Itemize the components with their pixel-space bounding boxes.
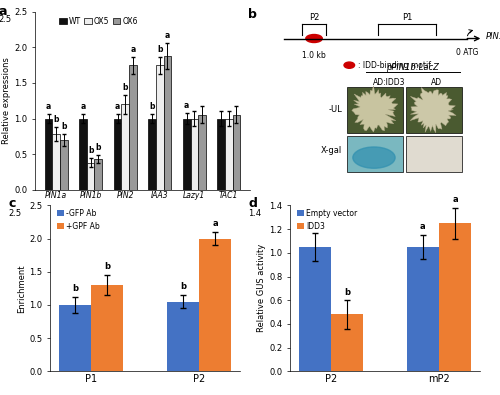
Bar [156,65,164,190]
Text: a: a [184,101,190,110]
Text: b: b [104,262,110,271]
Text: b: b [96,143,101,152]
Text: b: b [54,115,59,124]
Y-axis label: Relative GUS activity: Relative GUS activity [258,244,266,333]
Text: c: c [8,197,16,210]
FancyBboxPatch shape [406,87,462,133]
Bar [225,118,232,190]
Bar [232,115,240,190]
Text: a: a [420,222,426,231]
Text: AD: AD [430,77,442,87]
Text: b: b [150,102,155,111]
Text: a: a [164,31,170,40]
Text: a: a [130,45,136,54]
Legend: WT, OX5, OX6: WT, OX5, OX6 [56,14,141,29]
Text: pPIN1b:LacZ: pPIN1b:LacZ [386,63,439,72]
Bar [218,118,225,190]
Text: b: b [72,284,78,293]
Text: b: b [344,288,350,297]
Bar [166,302,199,371]
Bar [52,134,60,190]
Text: a: a [80,102,86,111]
Text: b: b [61,122,66,131]
Bar [60,140,68,190]
Text: AD:IDD3: AD:IDD3 [373,77,406,87]
Bar [190,118,198,190]
Text: d: d [248,197,257,210]
Text: 1.4: 1.4 [248,209,262,218]
Text: 1.0 kb: 1.0 kb [302,51,326,60]
Bar [94,159,102,190]
Legend: Empty vector, IDD3: Empty vector, IDD3 [294,206,360,234]
Bar [58,305,91,371]
Text: P1: P1 [402,13,412,22]
Text: P2: P2 [309,13,319,22]
Text: a: a [452,195,458,204]
Ellipse shape [353,147,395,168]
Bar [199,239,232,371]
Text: 0 ATG: 0 ATG [456,48,478,57]
Bar [45,118,52,190]
Bar [331,314,364,371]
Bar [183,118,190,190]
Text: a: a [46,102,51,111]
Text: b: b [180,282,186,291]
Bar [80,118,87,190]
Text: a: a [0,5,7,18]
Text: 2.5: 2.5 [8,209,22,218]
Text: b: b [157,45,162,54]
Bar [87,163,94,190]
Bar [91,285,124,371]
Text: -UL: -UL [328,105,342,114]
Ellipse shape [306,34,322,43]
Bar [114,118,122,190]
FancyBboxPatch shape [347,136,404,172]
Text: b: b [122,83,128,92]
Y-axis label: Enrichment: Enrichment [18,264,26,312]
Text: X-gal: X-gal [321,146,342,155]
Bar [198,115,205,190]
Bar [298,247,331,371]
Bar [406,247,439,371]
Text: a: a [115,102,120,111]
Text: b: b [88,147,94,156]
FancyBboxPatch shape [406,136,462,172]
Text: 2.5: 2.5 [0,15,12,24]
Bar [129,65,136,190]
Ellipse shape [344,62,354,68]
Text: a: a [212,219,218,228]
Legend: -GFP Ab, +GPF Ab: -GFP Ab, +GPF Ab [54,206,103,234]
Polygon shape [352,86,398,132]
FancyBboxPatch shape [347,87,404,133]
Text: b: b [248,8,257,21]
Bar [148,118,156,190]
Y-axis label: Relative expressions: Relative expressions [2,57,12,144]
Text: : IDD-binding motif: : IDD-binding motif [358,61,430,70]
Polygon shape [410,88,456,133]
Text: PIN1b: PIN1b [486,32,500,41]
Bar [164,56,171,190]
Bar [122,104,129,190]
Bar [439,223,472,371]
